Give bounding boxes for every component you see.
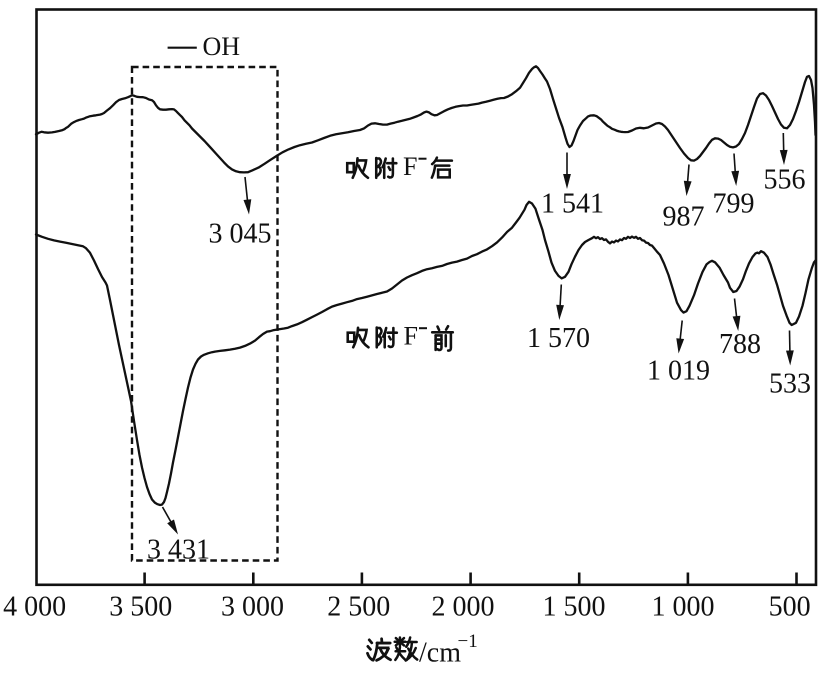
- svg-text:1 019: 1 019: [647, 356, 710, 387]
- svg-text:556: 556: [764, 165, 806, 196]
- svg-text:987: 987: [663, 202, 705, 233]
- svg-text:3 000: 3 000: [221, 592, 284, 623]
- svg-text:2 000: 2 000: [432, 592, 495, 623]
- svg-text:F: F: [404, 322, 418, 351]
- svg-text:1 500: 1 500: [543, 592, 606, 623]
- svg-text:799: 799: [713, 189, 755, 220]
- svg-text:3 500: 3 500: [109, 592, 172, 623]
- svg-text:2 500: 2 500: [327, 592, 390, 623]
- svg-text:/cm: /cm: [419, 638, 461, 669]
- svg-text:4 000: 4 000: [3, 592, 66, 623]
- svg-text:F: F: [403, 152, 417, 181]
- svg-text:1 000: 1 000: [652, 592, 715, 623]
- svg-text:3 045: 3 045: [209, 218, 272, 249]
- svg-text:1 570: 1 570: [527, 323, 590, 354]
- svg-text:533: 533: [769, 369, 811, 400]
- svg-text:OH: OH: [203, 32, 241, 61]
- svg-text:500: 500: [769, 592, 811, 623]
- svg-text:1 541: 1 541: [541, 189, 604, 220]
- svg-text:−1: −1: [458, 631, 478, 652]
- svg-text:788: 788: [719, 329, 761, 360]
- svg-text:3 431: 3 431: [147, 535, 210, 566]
